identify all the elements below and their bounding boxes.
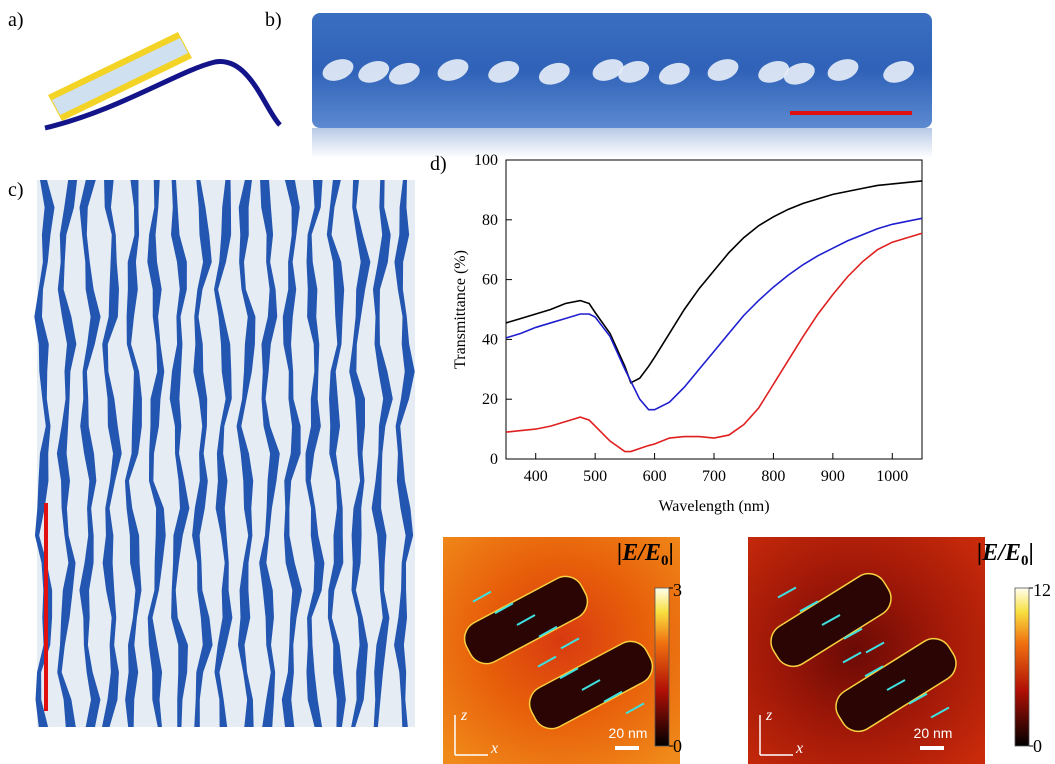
sem-image [312,13,932,158]
y-axis-label: Transmittance (%) [452,250,469,369]
series-line [506,218,922,409]
y-tick-label: 20 [482,391,498,408]
colorbar [655,588,669,746]
axis-name: x [795,740,803,757]
y-tick-label: 60 [482,272,498,289]
colorbar-tick-label: 12 [1033,580,1051,600]
line-chart: d) 400 500 600 700 800 900 1000 0 20 40 60 80 100 Wav… [430,152,922,515]
schematic [45,32,280,128]
colorbar-tick-label: 0 [673,736,682,756]
scale-bar [615,746,639,750]
scale-bar-label: 20 nm [609,725,648,741]
panel-label: b) [265,9,282,31]
panel-label: c) [8,179,24,201]
colorbar-title-main: |E/E [617,540,661,566]
axis-name: z [765,707,773,724]
page: a) b) c) d) 4005006007008009001000020406… [0,0,1055,764]
y-tick-label: 80 [482,212,498,229]
x-tick-label: 500 [583,468,607,485]
colorbar-title-sub: 0 [1021,553,1029,569]
y-tick-label: 40 [482,331,498,348]
plot-frame [506,160,922,459]
colorbar-title-sub: 0 [661,553,669,569]
series-line [506,233,922,451]
colorbar-title: |E/E0| [977,540,1034,569]
figure: a) b) c) d) 4005006007008009001000020406… [0,0,1055,764]
sem-image [34,180,415,727]
colorbar-tick-label: 0 [1033,736,1042,756]
x-tick-label: 1000 [876,468,908,485]
x-tick-label: 700 [702,468,726,485]
x-tick-label: 900 [821,468,845,485]
panel-label: a) [8,9,24,31]
y-tick-label: 0 [490,451,498,468]
colorbar [1015,588,1029,746]
axis-name: z [460,707,468,724]
x-tick-label: 600 [643,468,667,485]
y-tick-label: 100 [474,152,498,169]
colorbar-title-end: | [668,540,673,566]
colorbar-title-main: |E/E [977,540,1021,566]
axis-name: x [490,740,498,757]
colorbar-tick-label: 3 [673,580,682,600]
colorbar-title-end: | [1028,540,1033,566]
x-axis-label: Wavelength (nm) [658,498,769,515]
scale-bar-label: 20 nm [914,725,953,741]
scale-bar [920,746,944,750]
panel-label: d) [430,153,447,175]
x-tick-label: 800 [761,468,785,485]
x-tick-label: 400 [524,468,548,485]
scale-bar [44,503,48,711]
